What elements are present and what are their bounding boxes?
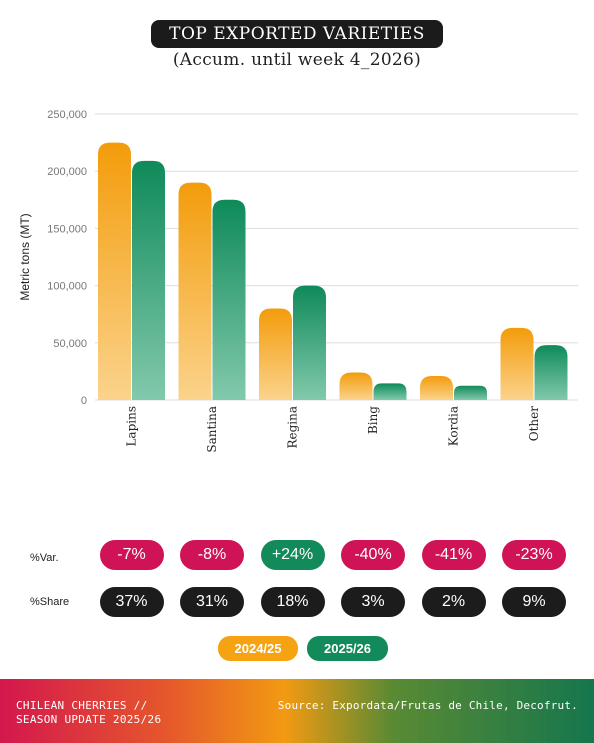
share-pill: 18% <box>260 587 325 617</box>
var-pill: -8% <box>180 540 244 570</box>
var-pill: -23% <box>502 540 566 570</box>
y-tick-label: 0 <box>81 395 87 407</box>
bar-kordia-2025-26 <box>454 385 487 400</box>
bar-lapins-2025-26 <box>132 160 165 400</box>
share-row-label: %Share <box>30 596 70 608</box>
legend-2024-25: 2024/25 <box>218 636 298 661</box>
x-tick-label: Other <box>527 406 541 441</box>
share-pill: 31% <box>180 587 244 617</box>
share-pill: 2% <box>421 587 486 617</box>
bar-santina-2024-25 <box>178 182 212 400</box>
share-pill: 3% <box>341 587 405 617</box>
bar-regina-2024-25 <box>259 308 292 400</box>
x-tick-label: Kordia <box>447 406 461 446</box>
bar-kordia-2024-25 <box>420 375 453 400</box>
bar-santina-2025-26 <box>212 199 246 400</box>
x-tick-label: Santina <box>205 406 219 453</box>
y-tick-label: 150,000 <box>47 223 87 235</box>
bar-other-2024-25 <box>500 327 534 400</box>
y-tick-label: 250,000 <box>47 109 87 121</box>
x-tick-label: Bing <box>366 406 380 434</box>
var-pill: -40% <box>341 540 405 570</box>
footer-brand: CHILEAN CHERRIES // SEASON UPDATE 2025/2… <box>16 699 161 727</box>
bar-bing-2024-25 <box>339 372 373 400</box>
y-tick-label: 100,000 <box>47 281 87 293</box>
bar-lapins-2024-25 <box>98 142 131 400</box>
y-tick-label: 50,000 <box>53 338 87 350</box>
footer-brand-line2: SEASON UPDATE 2025/26 <box>16 713 162 726</box>
var-pill: -7% <box>99 540 164 570</box>
chart-title: TOP EXPORTED VARIETIES <box>169 24 425 44</box>
var-row-label: %Var. <box>30 552 59 564</box>
y-axis-label: Metric tons (MT) <box>18 213 32 300</box>
chart-subtitle: (Accum. until week 4_2026) <box>172 50 422 70</box>
title-badge: TOP EXPORTED VARIETIES <box>151 20 443 48</box>
share-pill: 9% <box>502 587 566 617</box>
legend-2025-26: 2025/26 <box>307 636 388 661</box>
bar-chart: 0 50,000 100,000 150,000 200,000 250,000 Metri… <box>18 109 578 453</box>
bar-other-2025-26 <box>534 345 568 400</box>
footer: CHILEAN CHERRIES // SEASON UPDATE 2025/2… <box>0 679 594 743</box>
x-tick-label: Regina <box>286 406 300 449</box>
footer-brand-line1: CHILEAN CHERRIES // <box>16 699 148 712</box>
x-tick-label: Lapins <box>125 406 139 447</box>
y-tick-label: 200,000 <box>47 166 87 178</box>
share-pill: 37% <box>99 587 164 617</box>
var-pill: +24% <box>260 540 325 570</box>
bar-regina-2025-26 <box>293 285 326 400</box>
var-pill: -41% <box>421 540 486 570</box>
bar-bing-2025-26 <box>373 383 407 400</box>
footer-source: Source: Expordata/Frutas de Chile, Decof… <box>277 699 578 712</box>
